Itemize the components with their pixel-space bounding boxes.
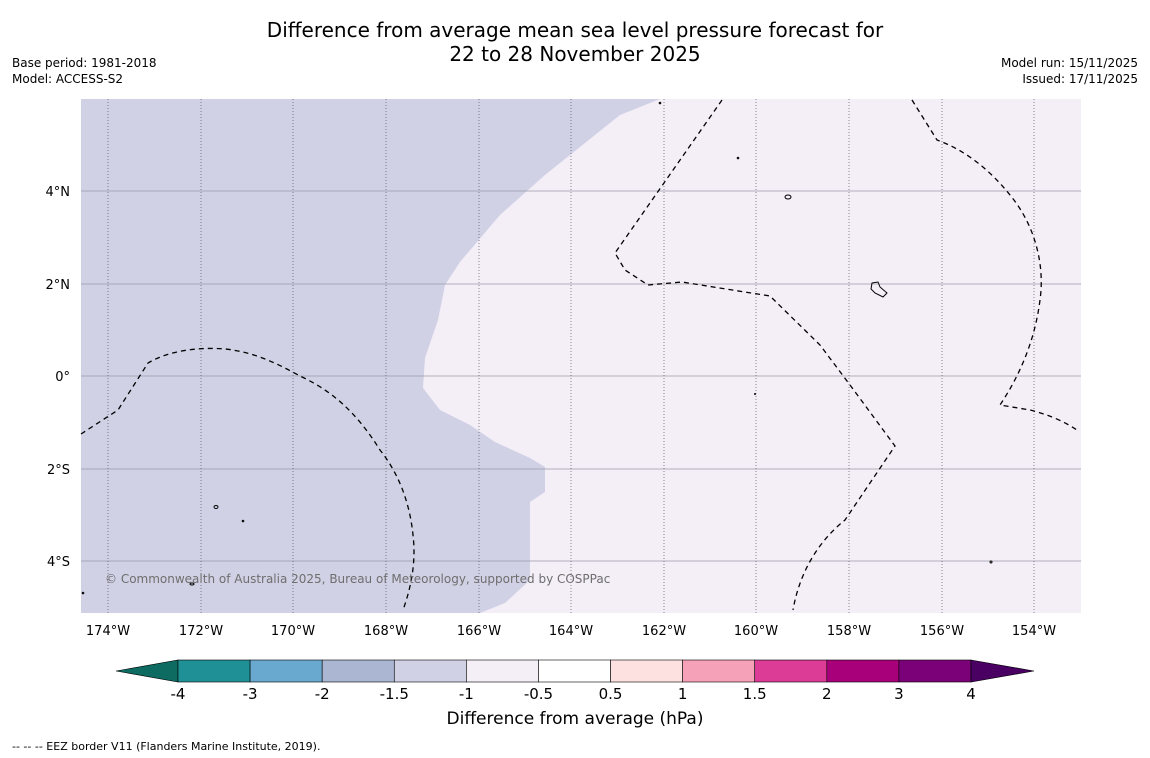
colorbar-tick-label: -1.5 bbox=[380, 685, 409, 703]
colorbar-extend-low bbox=[115, 659, 179, 683]
lat-labels: 4°N 2°N 0° 2°S 4°S bbox=[46, 185, 71, 570]
colorbar-tick-label: -2 bbox=[315, 685, 330, 703]
lat-label: 4°S bbox=[47, 555, 70, 570]
colorbar-segment bbox=[177, 659, 251, 683]
meta-right: Model run: 15/11/2025 Issued: 17/11/2025 bbox=[1001, 55, 1138, 87]
colorbar-tick-label: -0.5 bbox=[524, 685, 553, 703]
colorbar-tick-label: 1 bbox=[678, 685, 688, 703]
lon-label: 168°W bbox=[364, 624, 408, 639]
colorbar-label: Difference from average (hPa) bbox=[446, 709, 704, 729]
colorbar-tick-label: 1.5 bbox=[743, 685, 767, 703]
lon-label: 160°W bbox=[734, 624, 778, 639]
map-copyright: © Commonwealth of Australia 2025, Bureau… bbox=[105, 572, 610, 586]
lon-label: 156°W bbox=[920, 624, 964, 639]
colorbar-segment bbox=[826, 659, 900, 683]
lat-label: 4°N bbox=[46, 185, 71, 200]
lon-label: 166°W bbox=[457, 624, 501, 639]
colorbar-segment bbox=[754, 659, 828, 683]
eez-footer-note: -- -- -- EEZ border V11 (Flanders Marine… bbox=[12, 740, 321, 753]
lon-label: 162°W bbox=[642, 624, 686, 639]
colorbar-segments bbox=[115, 659, 1035, 683]
lon-label: 164°W bbox=[549, 624, 593, 639]
issued-date: Issued: 17/11/2025 bbox=[1022, 72, 1138, 86]
colorbar-segment bbox=[321, 659, 395, 683]
colorbar-segment bbox=[393, 659, 467, 683]
colorbar: -4 -3 -2 -1.5 -1 -0.5 0.5 1 1.5 2 3 4 bbox=[115, 659, 1035, 703]
colorbar-tick-label: 3 bbox=[894, 685, 904, 703]
colorbar-segment bbox=[249, 659, 323, 683]
colorbar-tick-label: 2 bbox=[822, 685, 832, 703]
lat-label: 2°N bbox=[46, 278, 71, 293]
lon-label: 174°W bbox=[86, 624, 130, 639]
colorbar-tick-label: 0.5 bbox=[599, 685, 623, 703]
colorbar-segment bbox=[610, 659, 683, 683]
colorbar-segment bbox=[466, 659, 539, 683]
map-title: Difference from average mean sea level p… bbox=[0, 18, 1150, 66]
region-below-average bbox=[81, 99, 660, 613]
eez-border-central bbox=[614, 99, 896, 611]
eez-border-east bbox=[911, 99, 1078, 431]
colorbar-tick-label: -1 bbox=[459, 685, 474, 703]
title-line-1: Difference from average mean sea level p… bbox=[266, 18, 884, 42]
eez-borders bbox=[80, 99, 1078, 611]
lon-label: 154°W bbox=[1012, 624, 1056, 639]
lon-label: 172°W bbox=[179, 624, 223, 639]
colorbar-segment bbox=[538, 659, 611, 683]
lat-label: 2°S bbox=[47, 463, 70, 478]
base-period: Base period: 1981-2018 bbox=[12, 56, 157, 70]
colorbar-tick-label: -3 bbox=[243, 685, 258, 703]
title-line-2: 22 to 28 November 2025 bbox=[449, 42, 701, 66]
map-area: © Commonwealth of Australia 2025, Bureau… bbox=[80, 99, 1081, 613]
islands bbox=[81, 101, 993, 595]
model-run: Model run: 15/11/2025 bbox=[1000, 56, 1138, 70]
model-name: Model: ACCESS-S2 bbox=[12, 72, 124, 86]
lon-label: 158°W bbox=[827, 624, 871, 639]
lon-labels: 174°W 172°W 170°W 168°W 166°W 164°W 162°… bbox=[86, 624, 1056, 639]
meta-left: Base period: 1981-2018 Model: ACCESS-S2 bbox=[12, 55, 157, 87]
colorbar-segment bbox=[682, 659, 756, 683]
lon-label: 170°W bbox=[271, 624, 315, 639]
colorbar-extend-high bbox=[970, 659, 1035, 683]
eez-border-west bbox=[80, 347, 415, 611]
colorbar-tick-label: 4 bbox=[966, 685, 976, 703]
colorbar-segment bbox=[898, 659, 972, 683]
colorbar-ticks: -4 -3 -2 -1.5 -1 -0.5 0.5 1 1.5 2 3 4 bbox=[171, 685, 976, 703]
colorbar-tick-label: -4 bbox=[171, 685, 186, 703]
lat-gridlines bbox=[81, 190, 1081, 562]
lat-label: 0° bbox=[55, 370, 70, 385]
